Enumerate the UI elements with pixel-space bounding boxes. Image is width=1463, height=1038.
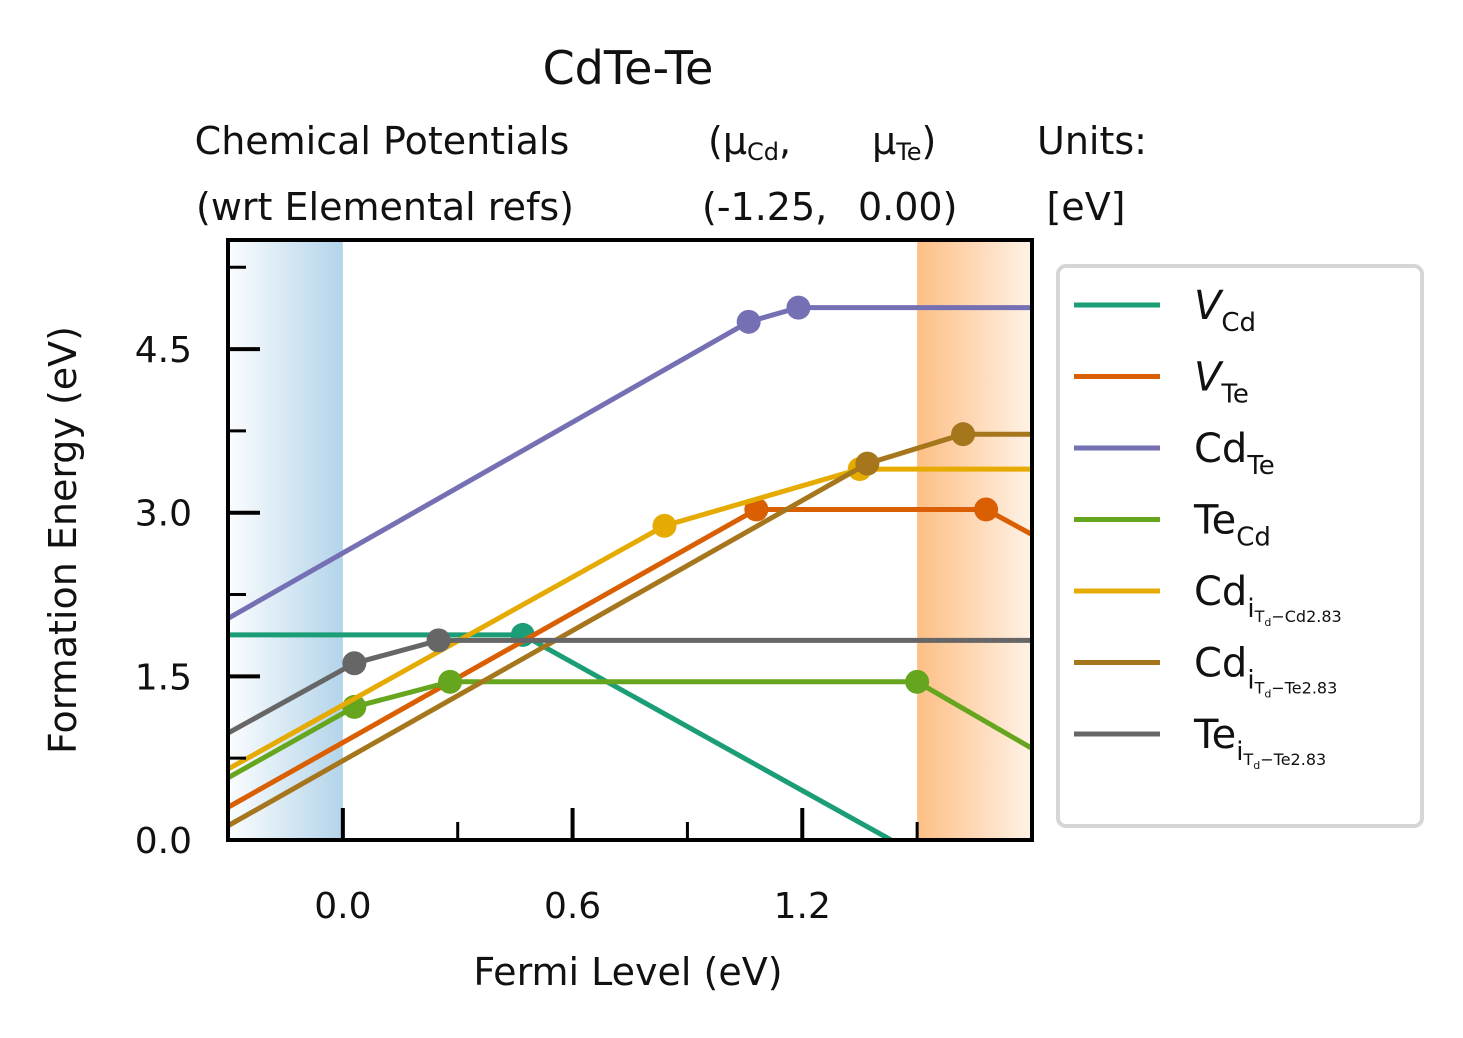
series-line-2: [228, 305, 1032, 621]
subtitle-col3-line1: μTe): [872, 119, 936, 166]
legend-label-1: VTe: [1194, 355, 1249, 410]
series-3-marker-2: [905, 669, 930, 694]
series-4-marker-0: [652, 513, 677, 538]
vbm-shaded-region: [228, 240, 343, 840]
legend-box: [1056, 264, 1424, 828]
y-tick-label-3: 4.5: [135, 330, 192, 371]
series-5-marker-0: [855, 451, 880, 476]
y-tick-label-2: 3.0: [135, 494, 192, 535]
series-line-1: [228, 507, 1032, 810]
x-tick-label-2: 1.2: [774, 886, 831, 927]
subtitle-col2-line1: (μCd,: [708, 119, 791, 166]
subtitle-col3-line2: 0.00): [858, 185, 957, 229]
subtitle-col1-line2: (wrt Elemental refs): [196, 185, 574, 229]
series-2-marker-0: [736, 309, 761, 334]
legend-label-6: TeiTd−Te2.83: [1193, 712, 1326, 772]
series-5-marker-1: [951, 422, 976, 447]
x-tick-label-0: 0.0: [314, 886, 371, 927]
series-1-marker-1: [974, 497, 999, 522]
legend-label-5: CdiTd−Te2.83: [1194, 641, 1337, 701]
y-tick-label-0: 0.0: [135, 821, 192, 862]
x-axis-label: Fermi Level (eV): [473, 950, 782, 994]
series-3-marker-1: [438, 669, 463, 694]
x-tick-label-1: 0.6: [544, 886, 601, 927]
y-tick-label-1: 1.5: [135, 657, 192, 698]
y-axis-label: Formation Energy (eV): [41, 326, 85, 754]
tick-layer: 0.0 0.6 1.2 0.0 1.5 3.0 4.5: [135, 265, 919, 927]
series-2-marker-1: [786, 295, 811, 320]
series-line-6: [228, 637, 1032, 736]
subtitle-col4-line1: Units:: [1037, 119, 1147, 163]
legend-label-2: CdTe: [1194, 426, 1275, 481]
subtitle-col4-line2: [eV]: [1046, 185, 1125, 229]
cbm-shaded-region: [917, 240, 1032, 840]
series-line-5: [228, 431, 1032, 828]
chart-title: CdTe-Te: [543, 41, 714, 95]
series-line-4: [228, 466, 1032, 772]
legend-label-3: TeCd: [1193, 498, 1271, 553]
series-6-marker-1: [426, 628, 451, 653]
series-6-marker-0: [342, 651, 367, 676]
legend: VCd VTe CdTe TeCd CdiTd−Cd2.83 CdiTd−Te2.83 Te…: [1056, 264, 1424, 828]
legend-label-0: VCd: [1194, 283, 1256, 338]
subtitle-col1-line1: Chemical Potentials: [195, 119, 570, 163]
legend-label-4: CdiTd−Cd2.83: [1194, 569, 1342, 629]
plot-frame: [226, 238, 1034, 842]
subtitle-col2-line2: (-1.25,: [702, 185, 827, 229]
series-layer: [228, 295, 1032, 840]
